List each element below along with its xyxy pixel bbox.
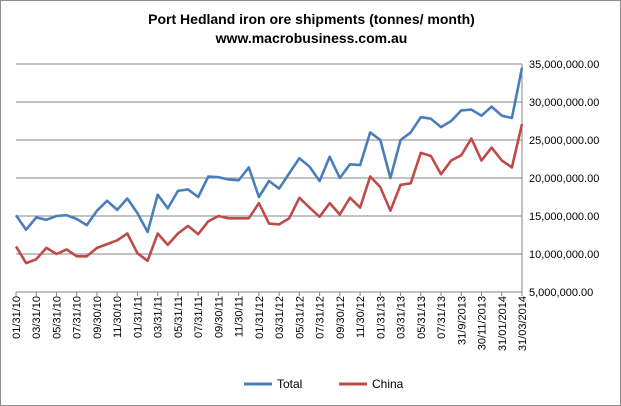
x-tick-label: 11/30/10	[112, 296, 124, 338]
y-axis-tick-labels: 5,000,000.00 10,000,000.00 15,000,000.00 20…	[529, 59, 599, 299]
y-tick-label: 5,000,000.00	[529, 287, 593, 299]
series-line-china	[14, 123, 524, 265]
x-tick-label: 01/31/13	[375, 296, 387, 339]
x-tick-label: 07/31/11	[193, 296, 205, 338]
x-tick-label: 03/31/12	[274, 296, 286, 339]
x-tick-label: 31/9/2013	[456, 296, 468, 345]
gridlines	[16, 63, 522, 255]
x-tick-label: 11/30/12	[355, 296, 367, 338]
series-lines	[14, 67, 524, 265]
chart-subtitle: www.macrobusiness.com.au	[215, 30, 408, 46]
x-tick-label: 05/31/10	[51, 296, 63, 339]
x-tick-label: 07/31/13	[436, 296, 448, 339]
y-tick-label: 35,000,000.00	[529, 59, 599, 71]
x-tick-label: 03/31/13	[396, 296, 408, 339]
x-tick-label: 30/11/2013	[477, 296, 489, 350]
legend: Total China	[244, 377, 404, 391]
legend-label-total: Total	[277, 377, 302, 391]
x-tick-label: 01/31/10	[11, 296, 23, 339]
x-tick-label: 31/01/2014	[497, 296, 509, 351]
y-tick-label: 30,000,000.00	[529, 97, 599, 109]
x-tick-label: 07/31/12	[315, 296, 327, 339]
axes	[15, 64, 523, 297]
y-tick-label: 20,000,000.00	[529, 173, 599, 185]
x-tick-label: 09/30/10	[92, 296, 104, 339]
y-tick-label: 25,000,000.00	[529, 135, 599, 147]
x-tick-label: 05/31/11	[173, 296, 185, 338]
y-tick-label: 10,000,000.00	[529, 249, 599, 261]
x-tick-label: 01/31/11	[132, 296, 144, 338]
x-tick-label: 09/30/12	[335, 296, 347, 339]
x-tick-label: 11/30/11	[234, 296, 246, 337]
x-tick-label: 03/31/11	[153, 296, 165, 338]
x-tick-label: 03/31/10	[31, 296, 43, 339]
x-tick-label: 05/31/13	[416, 296, 428, 339]
x-axis-tick-labels: 01/31/10 03/31/10 05/31/10 07/31/10 09/30/10…	[11, 296, 529, 351]
y-tick-label: 15,000,000.00	[529, 211, 599, 223]
x-tick-label: 09/30/11	[213, 296, 225, 338]
x-tick-label: 01/31/12	[254, 296, 266, 339]
x-tick-label: 07/31/10	[72, 296, 84, 339]
chart-title: Port Hedland iron ore shipments (tonnes/…	[148, 11, 475, 27]
x-tick-label: 31/03/2014	[517, 296, 529, 351]
legend-label-china: China	[372, 377, 404, 391]
series-line-total	[14, 67, 524, 234]
x-tick-label: 05/31/12	[294, 296, 306, 339]
